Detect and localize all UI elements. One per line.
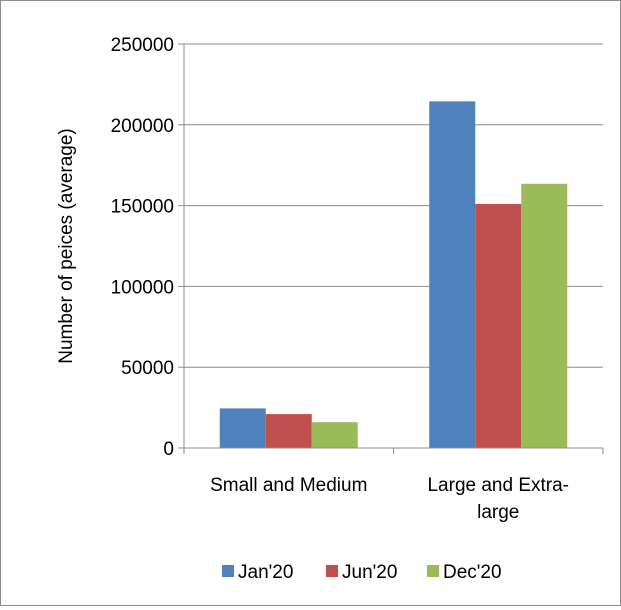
y-tick-label: 200000 — [111, 116, 174, 137]
y-axis-label: Number of peices (average) — [56, 128, 77, 364]
y-tick-label: 150000 — [111, 197, 174, 218]
bars — [219, 101, 568, 449]
x-tick-label: Large and Extra- — [427, 475, 569, 496]
axes — [178, 43, 604, 454]
y-tick-label: 0 — [163, 439, 174, 460]
legend-label: Jun'20 — [342, 562, 397, 583]
legend-label: Dec'20 — [443, 562, 502, 583]
legend-swatch — [427, 565, 439, 577]
x-tick-labels: Small and Medium Large and Extra-large — [210, 475, 569, 523]
y-tick-label: 50000 — [121, 358, 174, 379]
bar-jun20-2 — [475, 203, 522, 448]
bar-jan20-2 — [429, 101, 476, 449]
legend-swatch — [326, 565, 338, 577]
x-tick-label: Small and Medium — [210, 475, 367, 496]
legend: Jan'20 Jun'20 Dec'20 — [222, 562, 502, 583]
y-tick-label: 100000 — [111, 277, 174, 298]
legend-label: Jan'20 — [238, 562, 293, 583]
y-tick-label: 250000 — [111, 35, 174, 56]
bar-dec20-2 — [521, 183, 568, 448]
x-tick-label: large — [477, 502, 519, 523]
bar-dec20-1 — [311, 422, 358, 448]
legend-swatch — [222, 565, 234, 577]
bar-jan20-1 — [219, 408, 266, 448]
y-tick-labels: 0 50000 100000 150000 200000 250000 — [111, 35, 174, 460]
bar-jun20-1 — [265, 414, 312, 448]
